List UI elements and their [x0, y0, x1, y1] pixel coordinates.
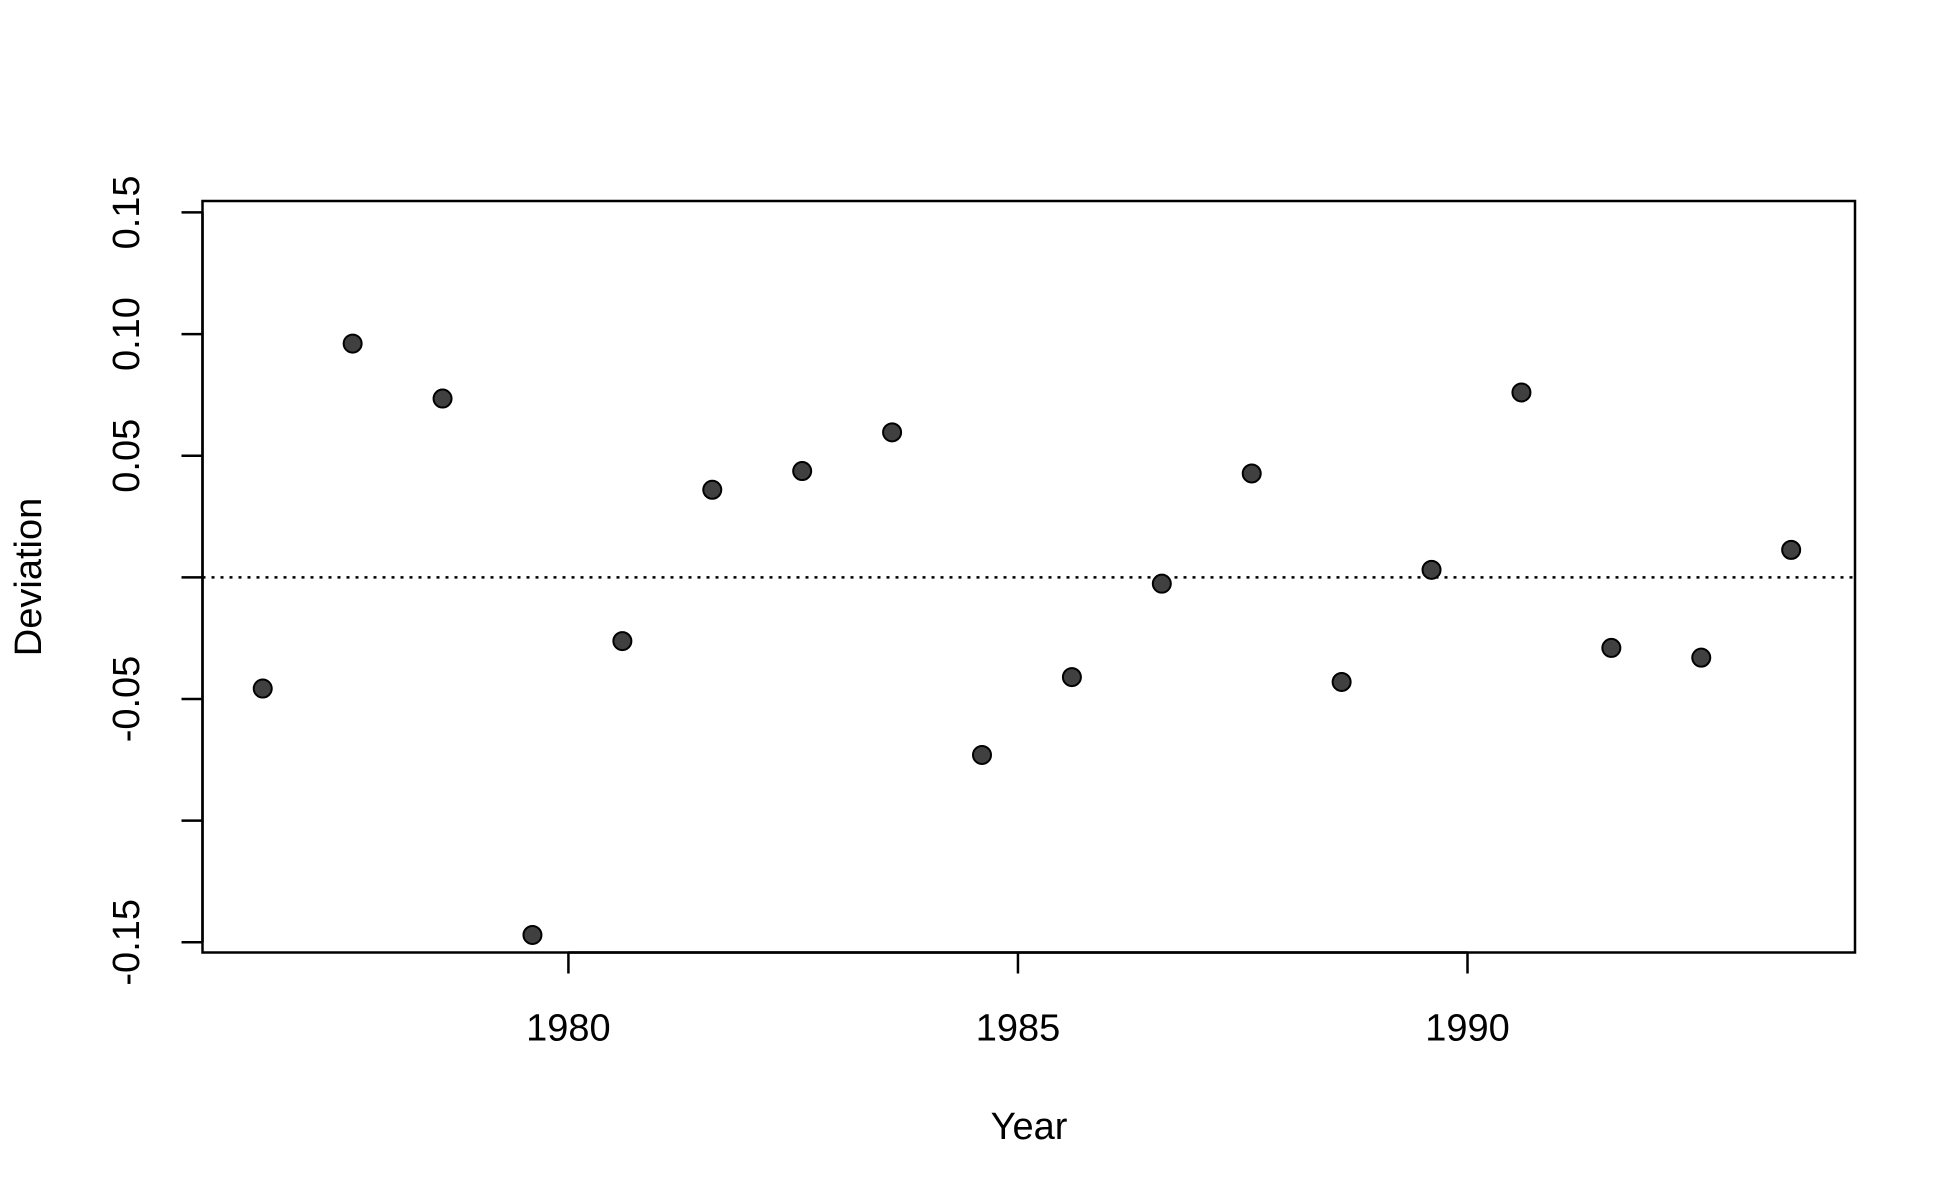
point [1151, 573, 1172, 594]
point [882, 422, 903, 443]
point [1331, 671, 1352, 692]
point [1691, 647, 1712, 668]
point [432, 388, 453, 409]
x-tick-label: 1990 [1425, 1008, 1510, 1050]
point [1601, 637, 1622, 658]
point [342, 333, 363, 354]
point [1781, 539, 1802, 560]
y-axis-label: Deviation [8, 498, 50, 656]
x-tick-label: 1980 [526, 1008, 611, 1050]
point [252, 678, 273, 699]
point [702, 479, 723, 500]
point [1061, 667, 1082, 688]
y-tick-label: -0.05 [106, 656, 148, 743]
point [1241, 463, 1262, 484]
y-tick-label: 0.15 [106, 175, 148, 249]
point [1511, 382, 1532, 403]
y-tick-label: 0.05 [106, 419, 148, 493]
point [522, 924, 543, 945]
point [612, 631, 633, 652]
x-tick-label: 1985 [976, 1008, 1061, 1050]
point [792, 461, 813, 482]
point [971, 744, 992, 765]
point [1421, 559, 1442, 580]
y-tick-label: -0.15 [106, 899, 148, 986]
y-tick-label: 0.10 [106, 297, 148, 371]
x-axis-label: Year [991, 1106, 1068, 1148]
